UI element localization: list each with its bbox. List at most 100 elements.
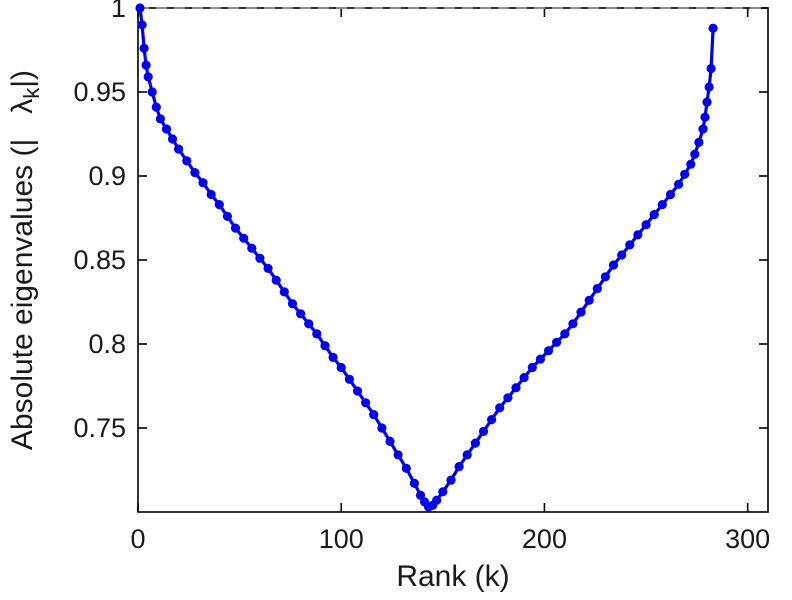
axis-ticks	[137, 7, 768, 512]
data-point-marker	[511, 383, 521, 393]
data-point-marker	[385, 436, 395, 446]
data-point-marker	[470, 438, 480, 448]
data-point-marker	[568, 319, 578, 329]
data-point-marker	[287, 299, 298, 309]
data-point-marker	[704, 82, 714, 92]
data-point-marker	[576, 307, 586, 317]
data-point-marker	[352, 386, 363, 396]
data-point-marker	[137, 20, 147, 30]
eigenvalue-series-markers	[135, 3, 718, 512]
data-point-marker	[495, 403, 505, 413]
data-point-marker	[446, 475, 456, 485]
data-point-marker	[641, 220, 651, 230]
data-point-marker	[560, 329, 570, 339]
data-point-marker	[279, 287, 289, 297]
data-point-marker	[649, 210, 659, 220]
x-tick-label: 100	[319, 524, 364, 554]
data-point-marker	[344, 374, 354, 384]
data-point-marker	[708, 23, 718, 33]
y-tick-label: 0.75	[73, 413, 126, 443]
y-tick-label: 0.95	[73, 77, 126, 107]
data-point-marker	[401, 463, 411, 473]
data-point-marker	[182, 156, 192, 166]
data-point-marker	[336, 362, 346, 373]
data-point-marker	[320, 341, 330, 351]
data-point-marker	[600, 272, 611, 282]
data-point-marker	[617, 250, 627, 260]
data-point-marker	[151, 102, 161, 112]
x-tick-label: 300	[725, 524, 770, 554]
data-point-marker	[543, 346, 554, 356]
data-point-marker	[478, 426, 489, 436]
x-tick-label: 200	[522, 524, 567, 554]
data-point-marker	[665, 189, 676, 200]
x-axis-label: Rank (k)	[396, 560, 509, 593]
data-point-marker	[527, 362, 537, 373]
data-point-marker	[247, 243, 257, 253]
data-point-marker	[393, 450, 403, 460]
data-point-marker	[206, 189, 216, 200]
data-point-marker	[438, 487, 448, 497]
data-point-marker	[503, 393, 513, 403]
data-point-marker	[198, 178, 208, 188]
data-point-marker	[409, 478, 419, 488]
data-point-marker	[141, 60, 151, 70]
data-point-marker	[694, 137, 704, 147]
y-tick-label: 0.8	[88, 329, 126, 359]
data-point-marker	[633, 230, 643, 240]
y-tick-label: 0.85	[73, 245, 126, 275]
data-point-marker	[608, 260, 619, 270]
data-point-marker	[239, 233, 249, 243]
eigenvalue-series-line	[138, 6, 715, 509]
data-point-marker	[625, 240, 635, 250]
data-point-marker	[263, 263, 273, 273]
data-point-marker	[686, 159, 696, 169]
data-point-marker	[519, 373, 529, 383]
data-point-marker	[167, 134, 178, 144]
data-point-marker	[312, 329, 322, 339]
data-point-marker	[255, 253, 265, 263]
data-point-marker	[174, 144, 184, 154]
data-point-marker	[552, 337, 562, 347]
data-point-marker	[214, 200, 224, 210]
data-point-marker	[147, 87, 157, 97]
data-point-marker	[592, 284, 602, 294]
data-point-marker	[155, 114, 165, 124]
data-point-marker	[271, 275, 281, 285]
plot-box	[137, 7, 769, 513]
data-point-marker	[361, 398, 371, 408]
data-point-marker	[454, 462, 464, 472]
y-tick-label: 1	[111, 0, 126, 23]
data-point-marker	[657, 200, 667, 210]
data-point-marker	[143, 72, 153, 82]
data-point-marker	[296, 309, 306, 319]
data-point-marker	[415, 490, 426, 500]
data-point-marker	[190, 168, 200, 178]
x-tick-label: 0	[130, 524, 145, 554]
y-axis-label: Absolute eigenvalues (| λk|)	[6, 70, 44, 450]
data-point-marker	[706, 63, 716, 74]
data-point-marker	[139, 43, 149, 53]
data-point-marker	[328, 352, 338, 362]
data-point-marker	[222, 211, 232, 221]
data-point-marker	[161, 124, 172, 134]
data-point-marker	[535, 354, 546, 364]
data-point-marker	[674, 179, 684, 189]
data-point-marker	[702, 97, 712, 107]
data-point-marker	[584, 295, 594, 305]
data-point-marker	[680, 169, 690, 179]
data-point-marker	[432, 495, 442, 505]
data-point-marker	[690, 149, 700, 159]
data-point-marker	[462, 450, 472, 460]
data-point-marker	[135, 3, 145, 13]
data-point-marker	[698, 124, 708, 134]
data-point-marker	[304, 319, 314, 329]
data-point-marker	[700, 112, 710, 122]
data-point-marker	[230, 223, 241, 233]
data-point-marker	[369, 410, 379, 420]
data-point-marker	[377, 423, 387, 433]
y-tick-label: 0.9	[88, 161, 126, 191]
data-point-marker	[487, 415, 497, 425]
